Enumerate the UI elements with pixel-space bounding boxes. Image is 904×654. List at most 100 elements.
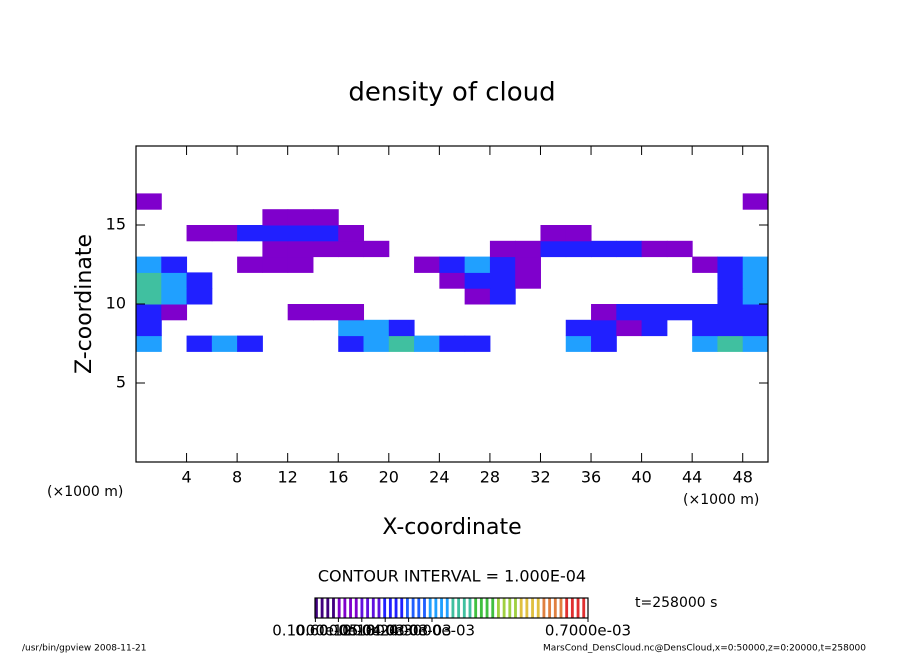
- density-cell: [262, 209, 289, 226]
- colorbar-stripe: [440, 598, 443, 618]
- density-cell: [616, 304, 643, 321]
- colorbar-stripe: [468, 598, 472, 618]
- density-cell: [363, 335, 390, 352]
- density-cell: [186, 272, 213, 289]
- density-cell: [338, 335, 365, 352]
- density-cell: [136, 304, 162, 321]
- x-tick-label: 16: [328, 468, 348, 487]
- density-cell: [186, 225, 213, 242]
- density-cell: [717, 288, 744, 305]
- density-cell: [338, 319, 365, 337]
- plot-cells: [136, 193, 769, 352]
- density-cell: [136, 288, 162, 305]
- density-cell: [489, 256, 516, 273]
- colorbar-tick-label: 0.6000e-04: [295, 622, 381, 640]
- density-cell: [237, 335, 263, 352]
- density-cell: [616, 240, 643, 258]
- density-cell: [489, 272, 516, 289]
- density-cell: [439, 335, 466, 352]
- density-cell: [591, 319, 617, 337]
- colorbar-stripe: [326, 598, 330, 618]
- x-tick-label: 8: [232, 468, 242, 487]
- colorbar-stripe: [434, 598, 438, 618]
- density-cell: [692, 304, 718, 321]
- density-cell: [414, 335, 440, 352]
- density-cell: [363, 319, 390, 337]
- density-cell: [692, 335, 718, 352]
- density-cell: [565, 240, 592, 258]
- density-cell: [161, 272, 188, 289]
- density-cell: [515, 272, 541, 289]
- colorbar-stripe: [497, 598, 500, 618]
- colorbar-stripe: [491, 598, 495, 618]
- colorbar-stripe: [400, 598, 404, 618]
- density-cell: [591, 335, 617, 352]
- density-cell: [489, 240, 516, 258]
- density-cell: [287, 225, 314, 242]
- density-cell: [312, 240, 339, 258]
- density-cell: [414, 256, 440, 273]
- y-tick-label: 10: [106, 294, 126, 313]
- density-cell: [717, 256, 744, 273]
- density-cell: [186, 288, 213, 305]
- density-cell: [211, 335, 238, 352]
- density-cell: [591, 240, 617, 258]
- density-cell: [742, 288, 769, 305]
- density-cell: [692, 256, 718, 273]
- density-cell: [136, 272, 162, 289]
- x-tick-label: 28: [480, 468, 500, 487]
- colorbar-tick-label: 0.1800e-03: [342, 622, 428, 640]
- density-cell: [742, 193, 769, 210]
- density-cell: [211, 225, 238, 242]
- footer-right: MarsCond_DensCloud.nc@DensCloud,x=0:5000…: [543, 644, 866, 654]
- colorbar-stripe: [337, 598, 341, 618]
- density-cell: [237, 225, 263, 242]
- colorbar-stripe: [514, 598, 517, 618]
- colorbar-stripe: [360, 598, 364, 618]
- density-cell: [136, 256, 162, 273]
- density-cell: [136, 319, 162, 337]
- colorbar-stripe: [457, 598, 461, 618]
- density-cell: [616, 319, 643, 337]
- density-cell: [489, 288, 516, 305]
- colorbar-stripe: [354, 598, 358, 618]
- colorbar-stripe: [445, 598, 449, 618]
- density-cell: [666, 304, 693, 321]
- density-cell: [464, 256, 491, 273]
- x-tick-label: 44: [682, 468, 702, 487]
- density-cell: [641, 319, 668, 337]
- density-cell: [515, 240, 541, 258]
- density-cell: [742, 335, 769, 352]
- density-cell: [591, 304, 617, 321]
- density-cell: [641, 304, 668, 321]
- colorbar-stripe: [320, 598, 324, 618]
- y-axis-label: Z-coordinate: [72, 234, 97, 374]
- density-cell: [161, 256, 188, 273]
- density-cell: [439, 256, 466, 273]
- density-cell: [312, 209, 339, 226]
- density-cell: [464, 288, 491, 305]
- colorbar-stripe: [349, 598, 352, 618]
- density-cell: [666, 240, 693, 258]
- density-cell: [565, 319, 592, 337]
- density-cell: [464, 335, 491, 352]
- colorbar-stripe: [548, 598, 552, 618]
- density-cell: [717, 335, 744, 352]
- density-cell: [262, 240, 289, 258]
- colorbar-stripe: [315, 598, 318, 618]
- colorbar-stripe: [525, 598, 529, 618]
- density-cell: [161, 304, 188, 321]
- chart-title: density of cloud: [348, 78, 555, 108]
- colorbar-stripe: [519, 598, 523, 618]
- x-tick-label: 32: [530, 468, 550, 487]
- density-cell: [540, 225, 567, 242]
- density-cell: [742, 319, 769, 337]
- colorbar-stripe: [417, 598, 421, 618]
- colorbar-frame: [314, 597, 589, 619]
- colorbar-stripe: [576, 598, 580, 618]
- density-cell: [237, 256, 263, 273]
- x-tick-label: 24: [429, 468, 449, 487]
- colorbar-stripe: [531, 598, 534, 618]
- colorbar-stripe: [553, 598, 557, 618]
